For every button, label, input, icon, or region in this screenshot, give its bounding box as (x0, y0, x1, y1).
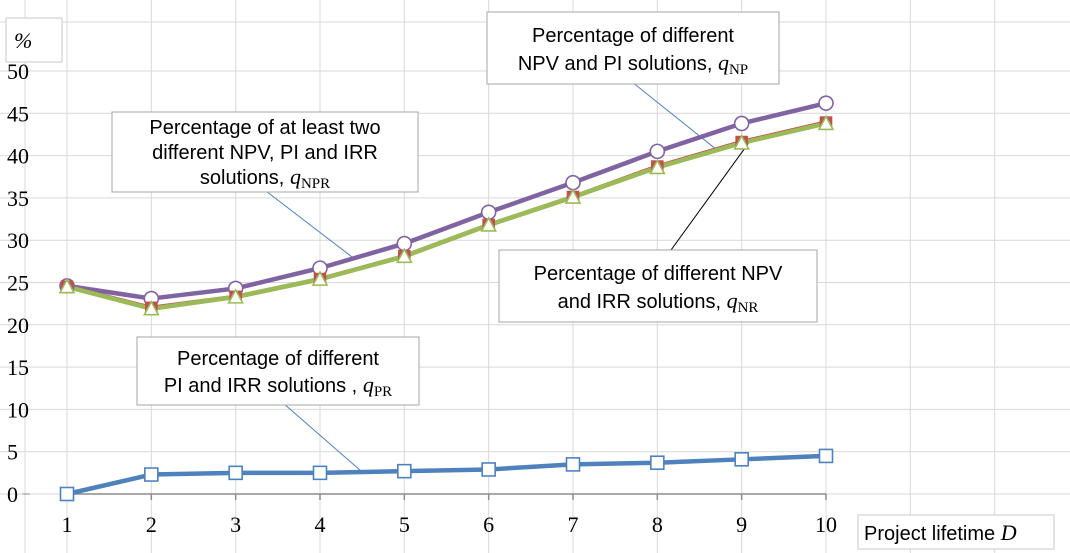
point-nr (480, 216, 498, 232)
axes (22, 493, 827, 500)
x-tick-label: 7 (568, 512, 579, 537)
annotation-subscript: NPR (301, 176, 330, 192)
x-tick-label: 5 (399, 512, 410, 537)
point-npr (565, 174, 581, 191)
x-axis-label-symbol: D (1000, 520, 1017, 545)
point-pr (228, 465, 243, 481)
point-pr (397, 463, 412, 479)
leader-line-np (631, 81, 717, 150)
annotation-line: and IRR solutions, qNR (558, 288, 759, 316)
series-line-npr (66, 100, 827, 301)
annotation-box (111, 111, 419, 193)
annotation-box (136, 336, 420, 406)
point-pr (650, 455, 665, 470)
annotations: Percentage of different NPV and PI soluti… (111, 11, 818, 406)
y-tick-label: 40 (7, 144, 29, 169)
y-axis-label: % (14, 28, 32, 53)
x-tick-label: 8 (652, 512, 663, 537)
y-axis-label-box (5, 17, 63, 63)
point-nr (142, 300, 160, 316)
annotation-npr: Percentage of at least two different NPV,… (111, 111, 419, 193)
point-pr (312, 465, 328, 481)
annotation-np: Percentage of different NPV and PI soluti… (486, 11, 780, 85)
annotation-line: Percentage of different (177, 348, 379, 370)
point-nr (817, 114, 835, 131)
x-axis-label: Project lifetime D (864, 520, 1017, 545)
annotation-symbol: q (727, 288, 738, 313)
annotation-line: solutions, qNPR (200, 164, 330, 192)
x-tick-label: 10 (815, 512, 837, 537)
y-tick-label: 25 (7, 271, 29, 296)
x-tick-label: 4 (315, 512, 326, 537)
point-pr (565, 457, 581, 472)
annotation-symbol: q (290, 164, 301, 189)
point-pr (818, 448, 834, 464)
x-tick-label: 6 (483, 512, 494, 537)
y-tick-label: 35 (7, 186, 29, 211)
point-nr (564, 188, 582, 204)
annotation-line: Percentage of different (532, 25, 734, 47)
x-tick-label: 1 (62, 512, 73, 537)
annotation-line: Percentage of at least two (149, 117, 380, 139)
x-tick-label: 3 (230, 512, 241, 537)
point-nr (733, 134, 751, 150)
annotation-subscript: NR (738, 300, 759, 316)
series-line-nr (66, 121, 827, 311)
point-npr (733, 115, 750, 132)
y-tick-label: 20 (7, 313, 29, 338)
point-nr (311, 270, 329, 286)
annotation-subscript: NP (729, 62, 748, 78)
annotation-box (498, 249, 818, 323)
annotation-line: Percentage of different NPV (534, 263, 783, 285)
point-npr (649, 143, 666, 160)
series-line-pr (66, 453, 827, 497)
y-tick-label: 15 (7, 355, 29, 380)
point-pr (59, 486, 75, 502)
x-axis-label-box (857, 514, 1055, 550)
leader-line-npr (261, 187, 355, 259)
point-nr (227, 288, 245, 304)
annotation-line: different NPV, PI and IRR (152, 142, 378, 164)
point-nr (58, 278, 76, 294)
point-pr (481, 462, 496, 477)
x-tick-label: 2 (146, 512, 157, 537)
x-tick-label: 9 (736, 512, 747, 537)
point-nr (648, 158, 666, 175)
y-tick-label: 45 (7, 101, 29, 126)
annotation-symbol: q (718, 50, 729, 75)
annotation-line: PI and IRR solutions , qPR (164, 372, 392, 400)
point-pr (734, 452, 749, 467)
leader-line-nr (657, 140, 751, 269)
annotation-box (486, 11, 780, 85)
point-nr (395, 247, 413, 264)
annotation-symbol: q (363, 372, 374, 397)
leader-line-pr (282, 402, 363, 473)
y-tick-label: 50 (7, 59, 29, 84)
annotation-nr: Percentage of different NPV and IRR solut… (498, 249, 818, 323)
y-tick-label: 5 (7, 440, 18, 465)
point-pr (144, 467, 159, 482)
y-tick-label: 10 (7, 397, 29, 422)
annotation-line: NPV and PI solutions, qNP (518, 50, 748, 78)
annotation-subscript: PR (374, 384, 392, 400)
y-tick-label: 0 (7, 482, 18, 507)
point-npr (818, 95, 834, 111)
y-tick-label: 30 (7, 228, 29, 253)
series-group (58, 95, 835, 502)
